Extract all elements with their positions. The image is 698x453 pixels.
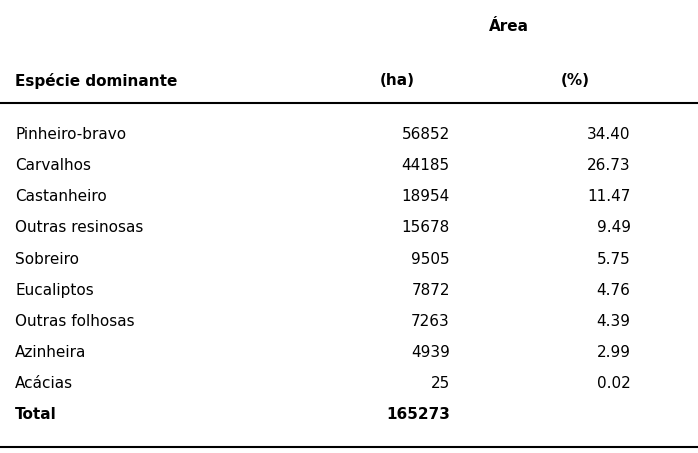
Text: Sobreiro: Sobreiro (15, 251, 80, 266)
Text: 11.47: 11.47 (587, 189, 630, 204)
Text: Castanheiro: Castanheiro (15, 189, 107, 204)
Text: 4939: 4939 (411, 345, 450, 360)
Text: 9.49: 9.49 (597, 221, 630, 236)
Text: 56852: 56852 (401, 127, 450, 142)
Text: 2.99: 2.99 (597, 345, 630, 360)
Text: Acácias: Acácias (15, 376, 73, 390)
Text: (ha): (ha) (380, 73, 415, 88)
Text: 26.73: 26.73 (587, 159, 630, 173)
Text: 15678: 15678 (401, 221, 450, 236)
Text: 34.40: 34.40 (587, 127, 630, 142)
Text: 18954: 18954 (401, 189, 450, 204)
Text: Carvalhos: Carvalhos (15, 159, 91, 173)
Text: (%): (%) (560, 73, 589, 88)
Text: 44185: 44185 (401, 159, 450, 173)
Text: 165273: 165273 (386, 407, 450, 422)
Text: Espécie dominante: Espécie dominante (15, 73, 178, 89)
Text: 7263: 7263 (411, 313, 450, 328)
Text: Total: Total (15, 407, 57, 422)
Text: Azinheira: Azinheira (15, 345, 87, 360)
Text: 4.39: 4.39 (597, 313, 630, 328)
Text: Eucaliptos: Eucaliptos (15, 283, 94, 298)
Text: 25: 25 (431, 376, 450, 390)
Text: Outras resinosas: Outras resinosas (15, 221, 144, 236)
Text: 4.76: 4.76 (597, 283, 630, 298)
Text: Pinheiro-bravo: Pinheiro-bravo (15, 127, 126, 142)
Text: 9505: 9505 (411, 251, 450, 266)
Text: 7872: 7872 (411, 283, 450, 298)
Text: 5.75: 5.75 (597, 251, 630, 266)
Text: Área: Área (489, 19, 529, 34)
Text: 0.02: 0.02 (597, 376, 630, 390)
Text: Outras folhosas: Outras folhosas (15, 313, 135, 328)
